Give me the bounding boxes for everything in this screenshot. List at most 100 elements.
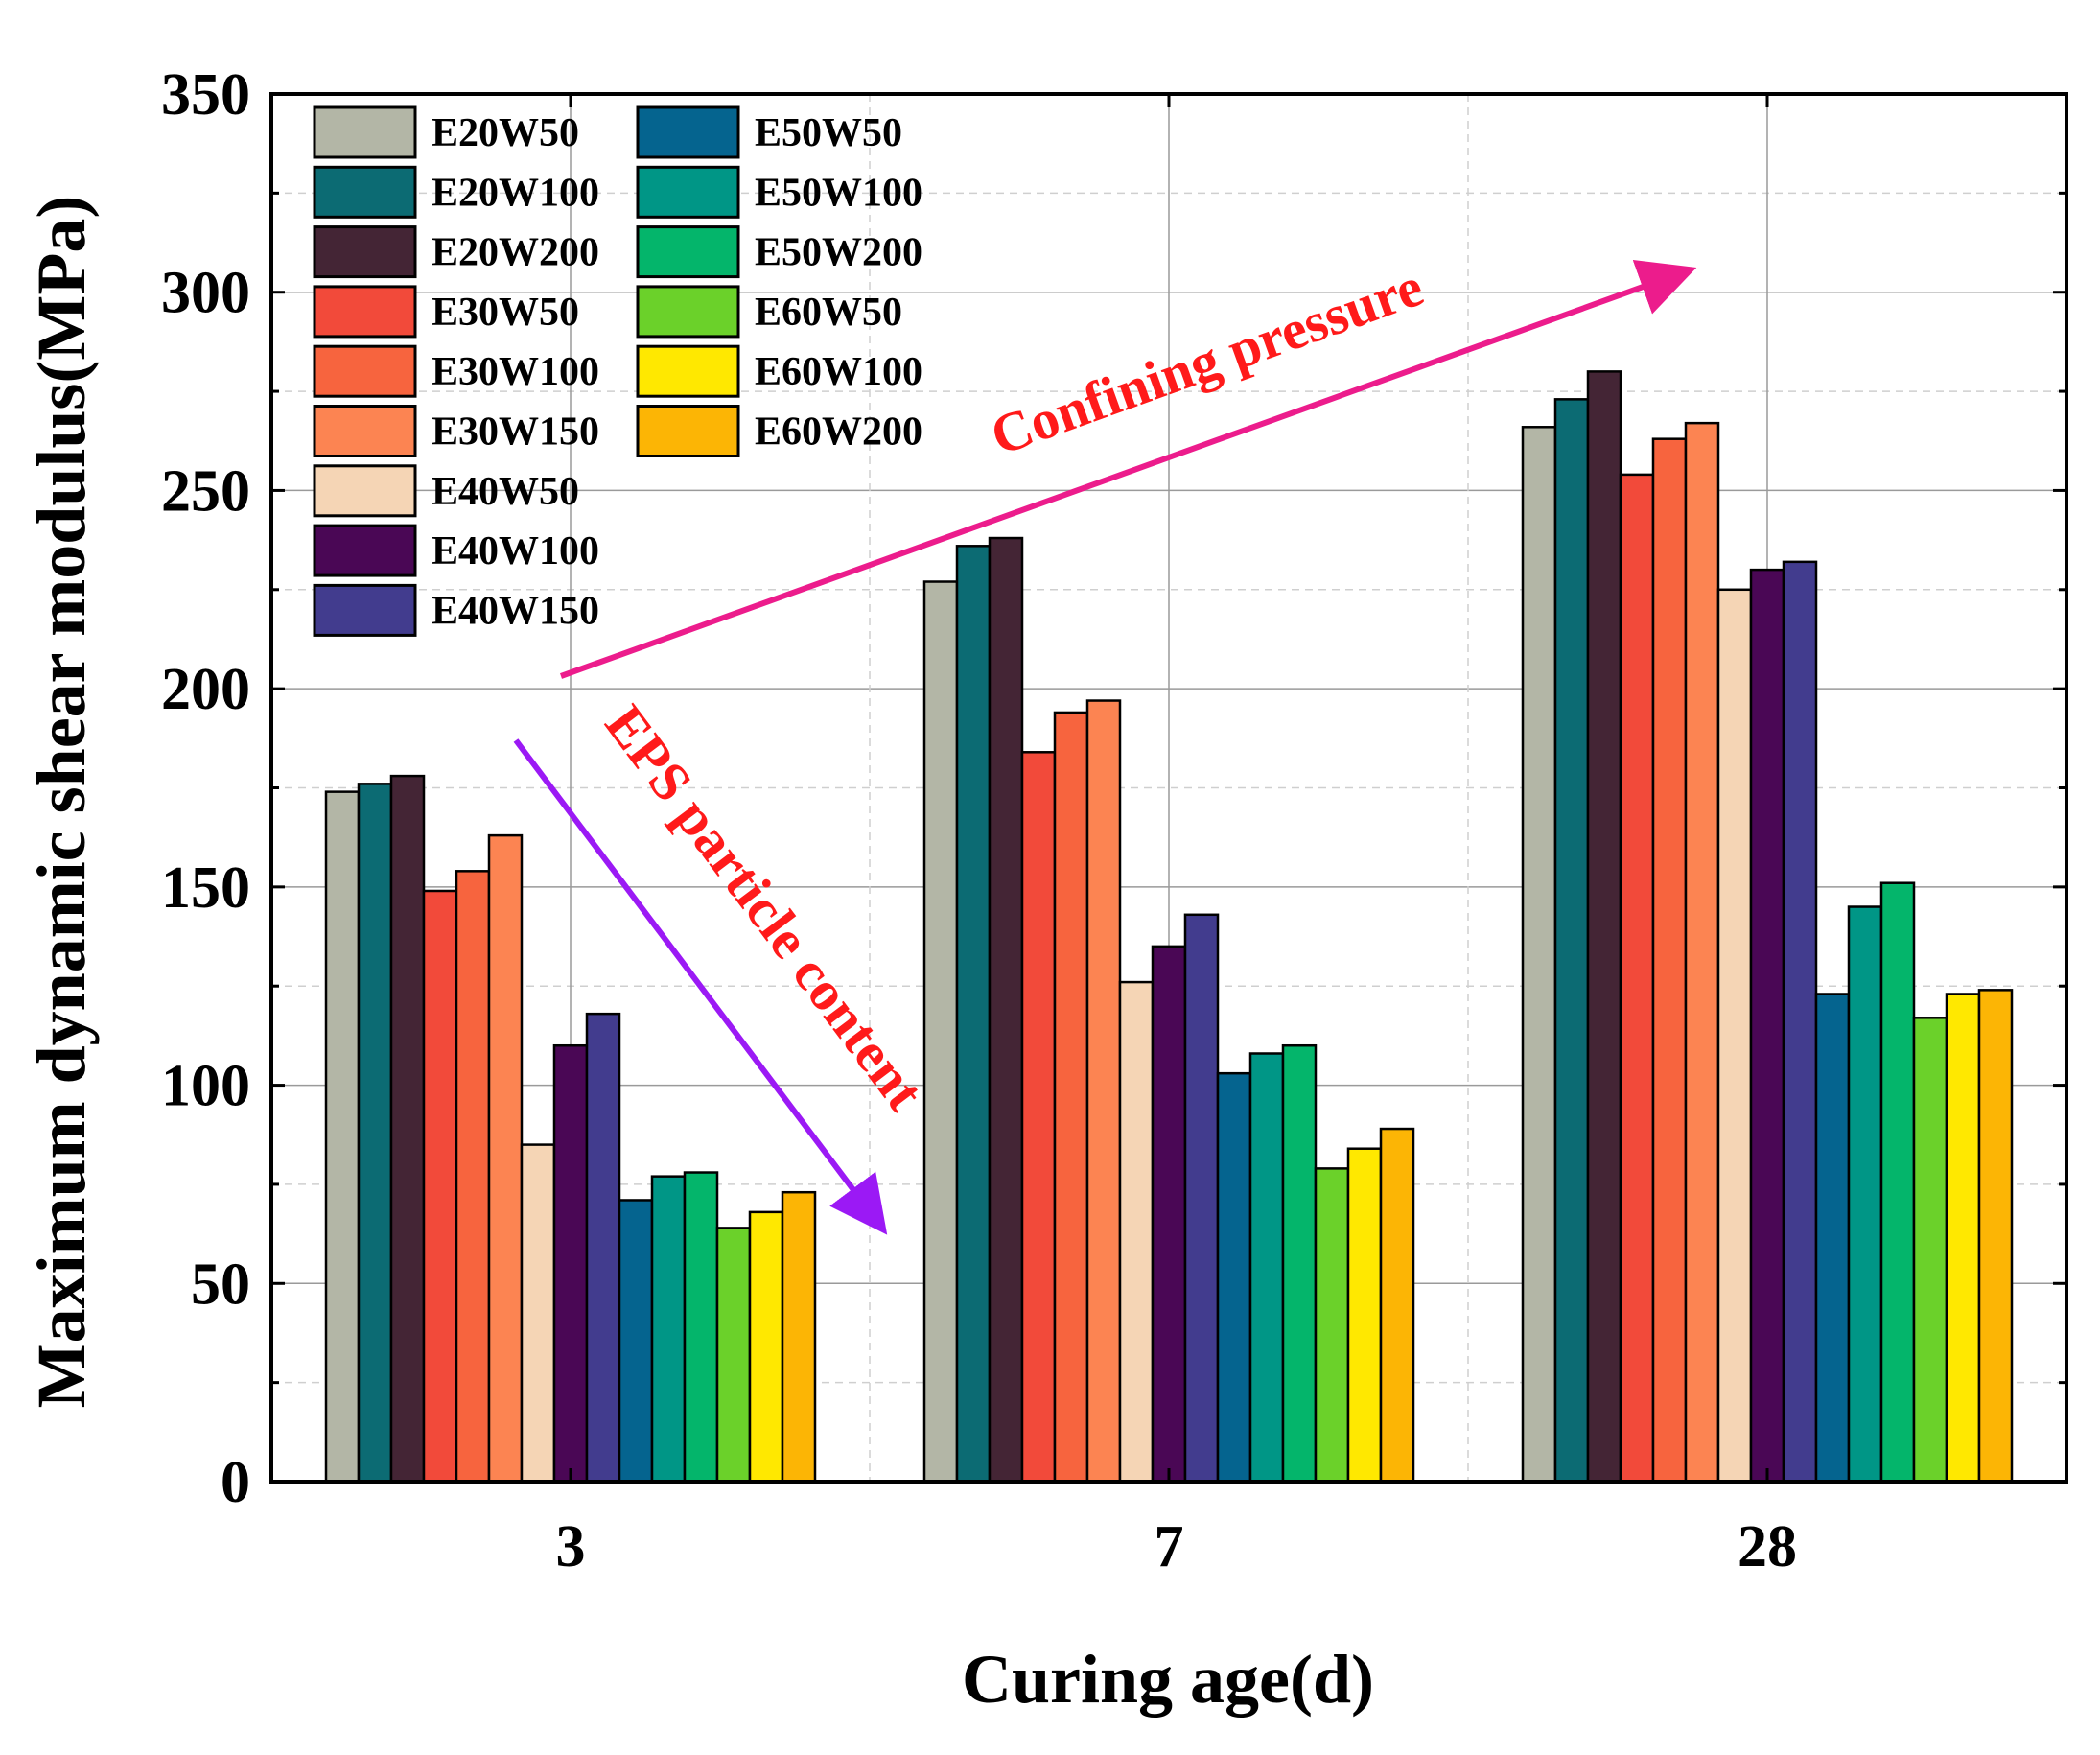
legend-item-E30W50: E30W50	[313, 285, 579, 339]
legend-label: E30W150	[432, 410, 599, 455]
bar-E30W150-7	[1085, 699, 1122, 1484]
legend-swatch	[636, 405, 740, 457]
bar-E50W200-28	[1879, 881, 1916, 1484]
bar-E50W50-28	[1814, 993, 1851, 1484]
legend-swatch	[313, 464, 417, 518]
y-tick-label: 300	[161, 261, 250, 326]
legend-item-E50W50: E50W50	[636, 105, 902, 159]
bar-E40W150-28	[1782, 560, 1818, 1484]
bar-E60W200-7	[1379, 1127, 1415, 1484]
bar-E50W50-7	[1216, 1071, 1252, 1484]
bar-E30W50-7	[1020, 751, 1057, 1484]
eps-content-arrow	[513, 738, 888, 1235]
legend-label: E60W50	[755, 291, 902, 335]
legend-swatch	[636, 285, 740, 339]
bars	[324, 370, 2014, 1484]
bar-E60W200-3	[781, 1190, 817, 1484]
bar-E20W200-3	[389, 774, 426, 1484]
bar-E60W50-3	[715, 1227, 752, 1484]
bar-E50W200-7	[1281, 1043, 1318, 1484]
legend-item-E30W100: E30W100	[313, 344, 599, 398]
y-tick-label: 50	[191, 1252, 250, 1317]
legend-swatch	[636, 105, 740, 159]
bar-E50W100-7	[1248, 1052, 1285, 1484]
bar-E40W50-7	[1118, 980, 1155, 1484]
legend: E20W50 E20W100 E20W200 E30W50 E30W100 E30W150…	[313, 105, 922, 637]
legend-swatch	[313, 285, 417, 339]
bar-E30W150-28	[1684, 421, 1720, 1484]
legend-label: E40W150	[432, 589, 599, 633]
y-tick-label: 350	[161, 62, 250, 128]
bar-E30W150-3	[487, 833, 524, 1484]
legend-item-E60W50: E60W50	[636, 285, 902, 339]
legend-label: E50W100	[755, 171, 922, 215]
bar-E40W100-28	[1749, 568, 1785, 1484]
bar-E60W50-7	[1314, 1167, 1350, 1484]
bar-E20W200-7	[988, 536, 1024, 1484]
bar-E30W100-3	[455, 870, 491, 1484]
legend-item-E20W100: E20W100	[313, 165, 599, 219]
legend-swatch	[636, 225, 740, 279]
bar-E60W100-28	[1945, 993, 1981, 1484]
bar-E60W100-7	[1346, 1147, 1383, 1484]
bar-E40W100-3	[552, 1043, 589, 1484]
legend-swatch	[636, 165, 740, 219]
bar-E30W100-28	[1651, 437, 1688, 1484]
legend-swatch	[313, 405, 417, 457]
legend-swatch	[636, 344, 740, 398]
bar-E30W100-7	[1053, 711, 1089, 1484]
x-tick-label: 3	[556, 1514, 586, 1580]
legend-item-E30W150: E30W150	[313, 405, 599, 457]
bar-E50W50-3	[618, 1199, 654, 1484]
legend-swatch	[313, 344, 417, 398]
legend-item-E50W200: E50W200	[636, 225, 922, 279]
axes: 0 50 100 150 200 250 300 350 3 7 28	[161, 62, 2068, 1580]
bar-E60W200-28	[1977, 989, 2014, 1484]
legend-label: E20W200	[432, 231, 599, 275]
bar-E40W150-3	[585, 1012, 621, 1484]
legend-item-E20W200: E20W200	[313, 225, 599, 279]
legend-label: E60W200	[755, 410, 922, 455]
y-tick-label: 200	[161, 657, 250, 722]
bar-E30W50-28	[1619, 473, 1655, 1484]
bar-E50W100-28	[1847, 905, 1883, 1484]
legend-label: E40W50	[432, 470, 579, 514]
legend-swatch	[313, 524, 417, 577]
legend-item-E40W100: E40W100	[313, 524, 599, 577]
bar-E20W50-7	[922, 580, 959, 1484]
legend-item-E20W50: E20W50	[313, 105, 579, 159]
bar-E60W100-3	[748, 1210, 784, 1484]
bar-E40W150-7	[1183, 913, 1220, 1484]
bar-E30W50-3	[422, 889, 458, 1484]
legend-label: E50W50	[755, 111, 902, 155]
legend-swatch	[313, 165, 417, 219]
legend-item-E40W150: E40W150	[313, 583, 599, 637]
bar-E20W100-28	[1553, 398, 1590, 1484]
legend-label: E30W50	[432, 291, 579, 335]
legend-label: E20W100	[432, 171, 599, 215]
bar-E50W100-3	[650, 1175, 687, 1484]
legend-item-E60W200: E60W200	[636, 405, 922, 457]
bar-E20W50-28	[1521, 426, 1557, 1484]
legend-label: E40W100	[432, 529, 599, 573]
legend-swatch	[313, 583, 417, 637]
x-tick-label: 28	[1738, 1514, 1797, 1580]
x-axis-title: Curing age(d)	[962, 1641, 1374, 1718]
bar-E60W50-28	[1912, 1017, 1948, 1484]
y-tick-label: 100	[161, 1054, 250, 1119]
x-tick-label: 7	[1155, 1514, 1184, 1580]
bar-E20W50-3	[324, 790, 361, 1484]
legend-item-E40W50: E40W50	[313, 464, 579, 518]
bar-E50W200-3	[683, 1171, 719, 1484]
confining-pressure-arrow	[559, 260, 1697, 679]
bar-E40W100-7	[1151, 945, 1187, 1484]
legend-label: E30W100	[432, 350, 599, 394]
y-axis-title: Maximum dynamic shear modulus(MPa)	[23, 196, 100, 1409]
legend-swatch	[313, 225, 417, 279]
y-tick-label: 150	[161, 855, 250, 921]
legend-item-E50W100: E50W100	[636, 165, 922, 219]
legend-label: E20W50	[432, 111, 579, 155]
bar-E40W50-28	[1716, 588, 1753, 1484]
bar-E40W50-3	[520, 1143, 556, 1484]
